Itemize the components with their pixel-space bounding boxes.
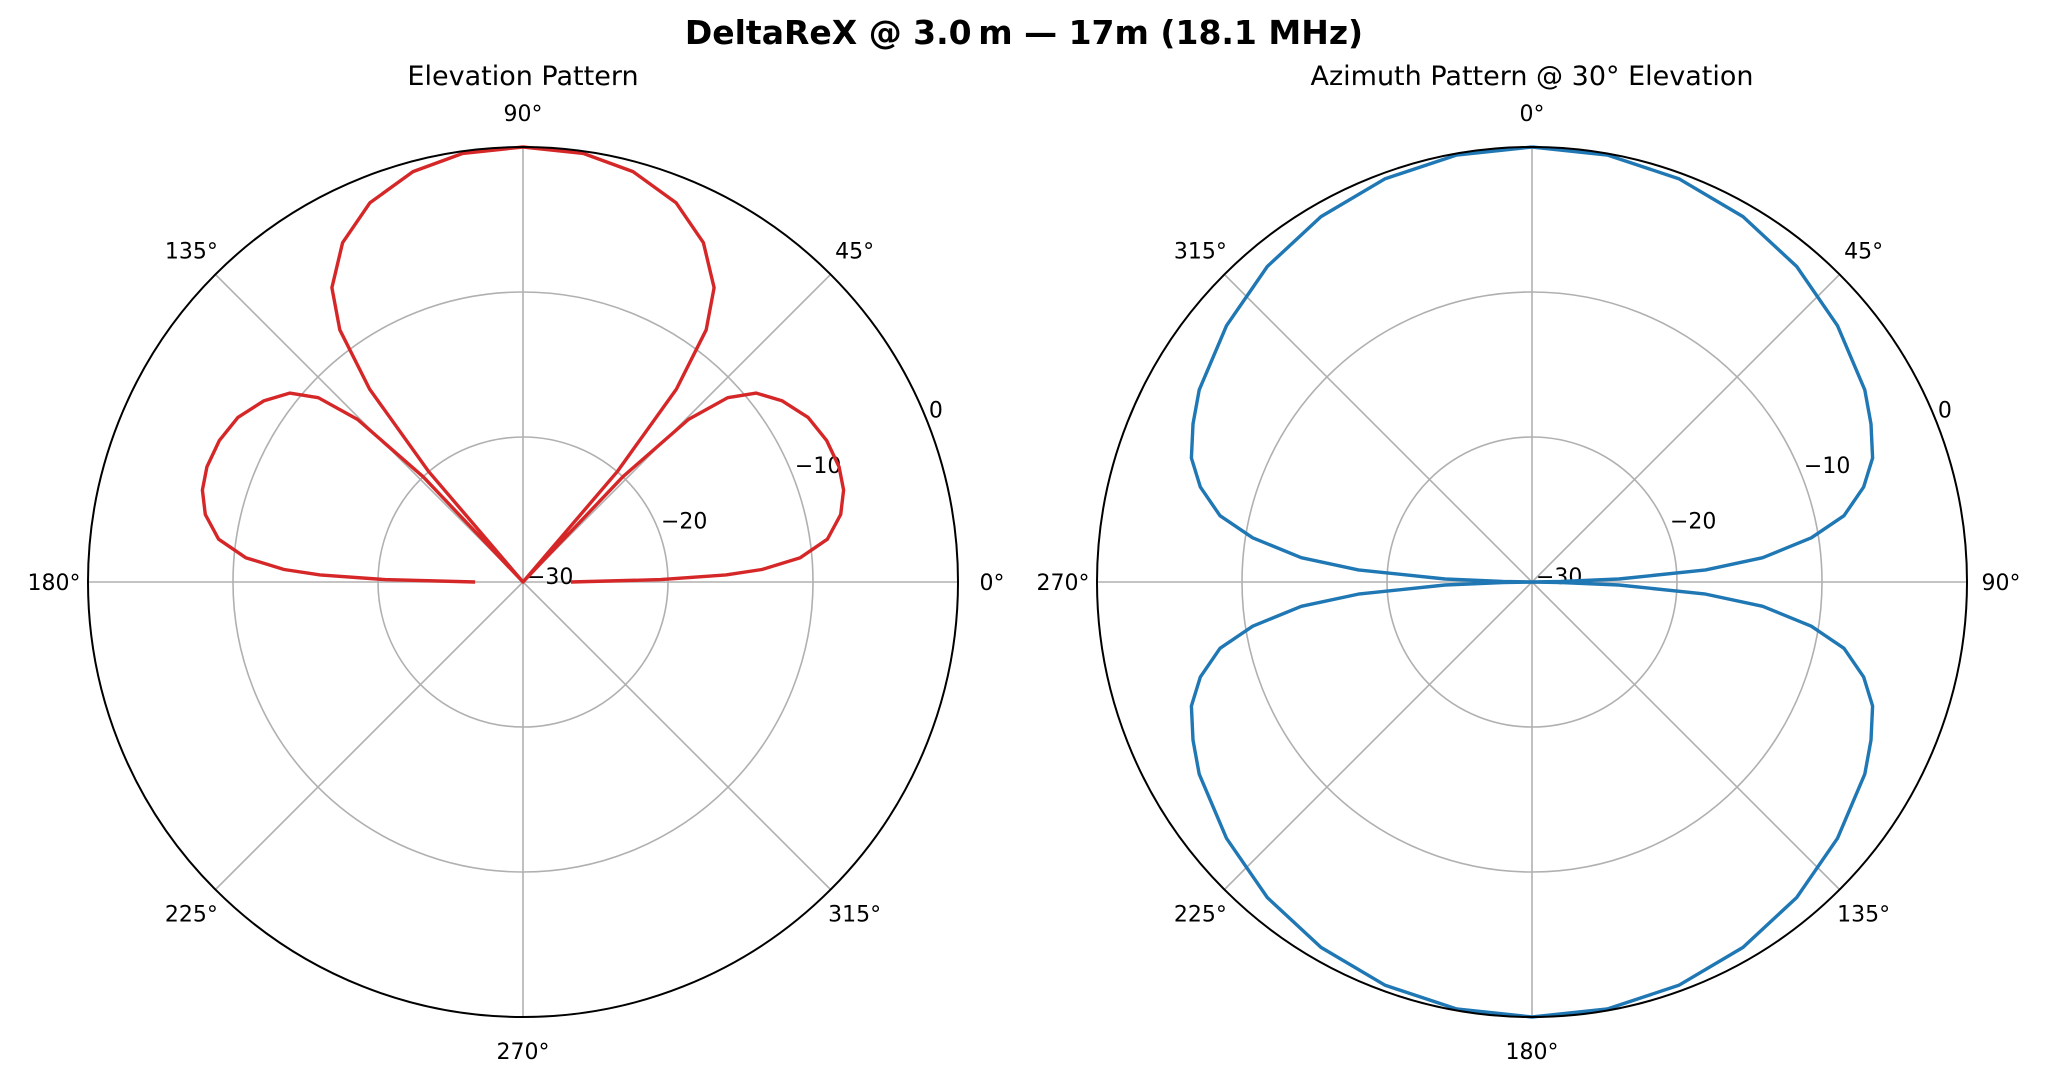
azimuth-grid <box>1097 147 1967 1017</box>
theta-tick-label: 45° <box>1844 239 1883 264</box>
theta-tick-label: 180° <box>1506 1040 1559 1065</box>
figure-title: DeltaReX @ 3.0 m — 17m (18.1 MHz) <box>685 13 1363 52</box>
r-tick-label: −10 <box>1804 454 1850 479</box>
r-tick-label: 0 <box>929 399 943 424</box>
theta-tick-label: 0° <box>1520 102 1545 127</box>
theta-tick-label: 270° <box>497 1040 550 1065</box>
theta-tick-label: 315° <box>1174 239 1227 264</box>
azimuth-r-tick-labels: −30 −20 −10 0 <box>1536 399 1952 590</box>
r-tick-label: 0 <box>1938 399 1952 424</box>
theta-tick-label: 45° <box>835 239 874 264</box>
theta-tick-label: 180° <box>28 571 81 596</box>
azimuth-theta-tick-labels: 0° 45° 90° 135° 180° 225° 270° 315° <box>1037 102 2021 1065</box>
r-tick-label: −30 <box>1536 565 1582 590</box>
theta-tick-label: 315° <box>828 903 881 928</box>
r-tick-label: −20 <box>661 510 707 535</box>
theta-tick-label: 90° <box>1982 571 2021 596</box>
elevation-polar-plot: Elevation Pattern 0° 45° 90° 135° 180° 225° 27… <box>28 61 1005 1065</box>
elevation-plot-title: Elevation Pattern <box>407 61 638 92</box>
elevation-grid <box>88 147 958 1017</box>
theta-tick-label: 225° <box>165 903 218 928</box>
r-gridline <box>1241 291 1823 873</box>
theta-tick-label: 135° <box>165 239 218 264</box>
theta-tick-label: 90° <box>504 102 543 127</box>
theta-tick-label: 270° <box>1037 571 1090 596</box>
theta-tick-label: 135° <box>1837 903 1890 928</box>
azimuth-polar-frame <box>1096 146 1968 1018</box>
elevation-polar-frame <box>87 146 959 1018</box>
theta-gridline <box>1223 273 1533 583</box>
elevation-theta-tick-labels: 0° 45° 90° 135° 180° 225° 270° 315° <box>28 102 1005 1065</box>
theta-gridline <box>1531 273 1841 583</box>
azimuth-plot-title: Azimuth Pattern @ 30° Elevation <box>1311 61 1754 92</box>
r-gridline <box>1386 436 1678 728</box>
theta-tick-label: 0° <box>980 571 1005 596</box>
theta-gridline <box>1223 581 1533 891</box>
elevation-r-tick-labels: −30−20−100 <box>527 399 943 590</box>
r-tick-label: −20 <box>1670 510 1716 535</box>
theta-gridline <box>214 581 524 891</box>
theta-gridline <box>522 581 832 891</box>
theta-gridline <box>1531 581 1841 891</box>
r-gridline <box>377 436 669 728</box>
r-gridline <box>232 291 814 873</box>
theta-tick-label: 225° <box>1174 903 1227 928</box>
azimuth-polar-plot: Azimuth Pattern @ 30° Elevation 0° 45° 90°… <box>1037 61 2021 1065</box>
